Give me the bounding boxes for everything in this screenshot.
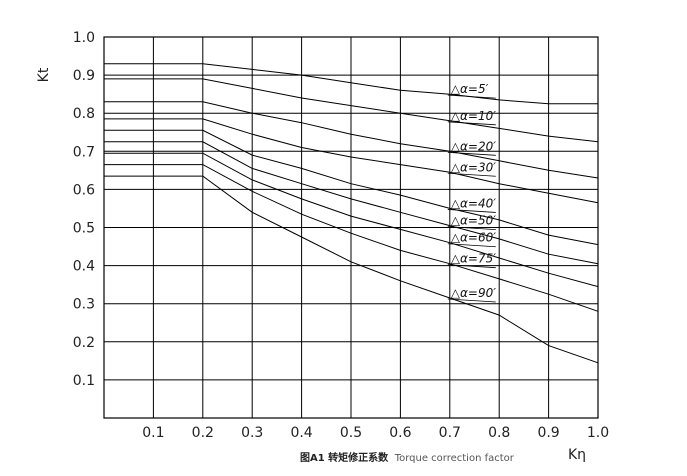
y-tick-label: 0.7 — [73, 144, 95, 160]
y-tick-label: 0.2 — [73, 335, 95, 351]
x-tick-label: 0.1 — [142, 425, 164, 441]
series-label-leader — [447, 226, 496, 230]
tick-labels: 0.1 0.2 0.3 0.4 0.5 0.6 0.7 0.8 0.9 1.0 0.1 0.2 0.3 0… — [73, 30, 609, 441]
series-line — [104, 164, 599, 312]
series-label: △α=60′ — [451, 231, 496, 245]
series-label: △α=30′ — [451, 160, 496, 174]
series-label-leader — [447, 209, 496, 213]
y-tick-label: 0.6 — [73, 182, 95, 198]
x-tick-label: 0.2 — [192, 425, 214, 441]
y-tick-label: 0.8 — [73, 106, 95, 122]
series-label-leader — [447, 172, 496, 177]
series-line — [104, 141, 599, 265]
series-label-leader — [447, 151, 496, 156]
series-label: △α=75′ — [451, 252, 496, 266]
series-label-leader — [447, 264, 496, 269]
caption-chinese: 图A1 转矩修正系数 — [300, 453, 389, 464]
y-tick-label: 0.3 — [73, 297, 95, 313]
curves — [104, 63, 599, 364]
series-label: △α=20′ — [451, 139, 496, 153]
series-line — [104, 152, 599, 288]
series-label: △α=90′ — [451, 286, 496, 300]
y-axis-title: Kt — [36, 67, 52, 82]
series-label: △α=40′ — [451, 196, 496, 210]
x-tick-label: 0.6 — [389, 425, 411, 441]
y-tick-label: 0.1 — [73, 373, 95, 389]
x-tick-label: 0.7 — [439, 425, 461, 441]
x-tick-label: 0.3 — [241, 425, 263, 441]
x-tick-label: 0.5 — [340, 425, 362, 441]
series-label-leader — [447, 298, 496, 303]
x-tick-label: 0.9 — [537, 425, 559, 441]
series-label-leader — [447, 121, 496, 126]
grid — [103, 36, 599, 419]
caption-english: Torque correction factor — [394, 453, 514, 464]
curve-labels: △α=5′ △α=10′ △α=20′ △α=30′ △α=40′ △α=50′ △α=60… — [447, 82, 496, 303]
y-tick-label: 1.0 — [73, 30, 95, 46]
x-tick-label: 1.0 — [587, 425, 609, 441]
x-axis-title: Kη — [568, 447, 586, 463]
series-line — [104, 175, 599, 364]
figure-caption: 图A1 转矩修正系数 Torque correction factor — [300, 449, 514, 464]
series-label: △α=10′ — [451, 109, 496, 123]
y-tick-label: 0.5 — [73, 221, 95, 237]
series-label-leader — [447, 94, 496, 99]
series-label: △α=5′ — [451, 82, 489, 96]
x-tick-label: 0.4 — [290, 425, 312, 441]
series-line — [104, 101, 599, 179]
series-line — [104, 129, 599, 246]
series-label-leader — [447, 243, 496, 248]
series-line — [104, 118, 599, 204]
series-line — [104, 78, 599, 143]
y-tick-label: 0.9 — [73, 68, 95, 84]
y-tick-label: 0.4 — [73, 259, 95, 275]
series-label: △α=50′ — [451, 214, 496, 228]
series-line — [104, 63, 598, 105]
x-tick-label: 0.8 — [488, 425, 510, 441]
